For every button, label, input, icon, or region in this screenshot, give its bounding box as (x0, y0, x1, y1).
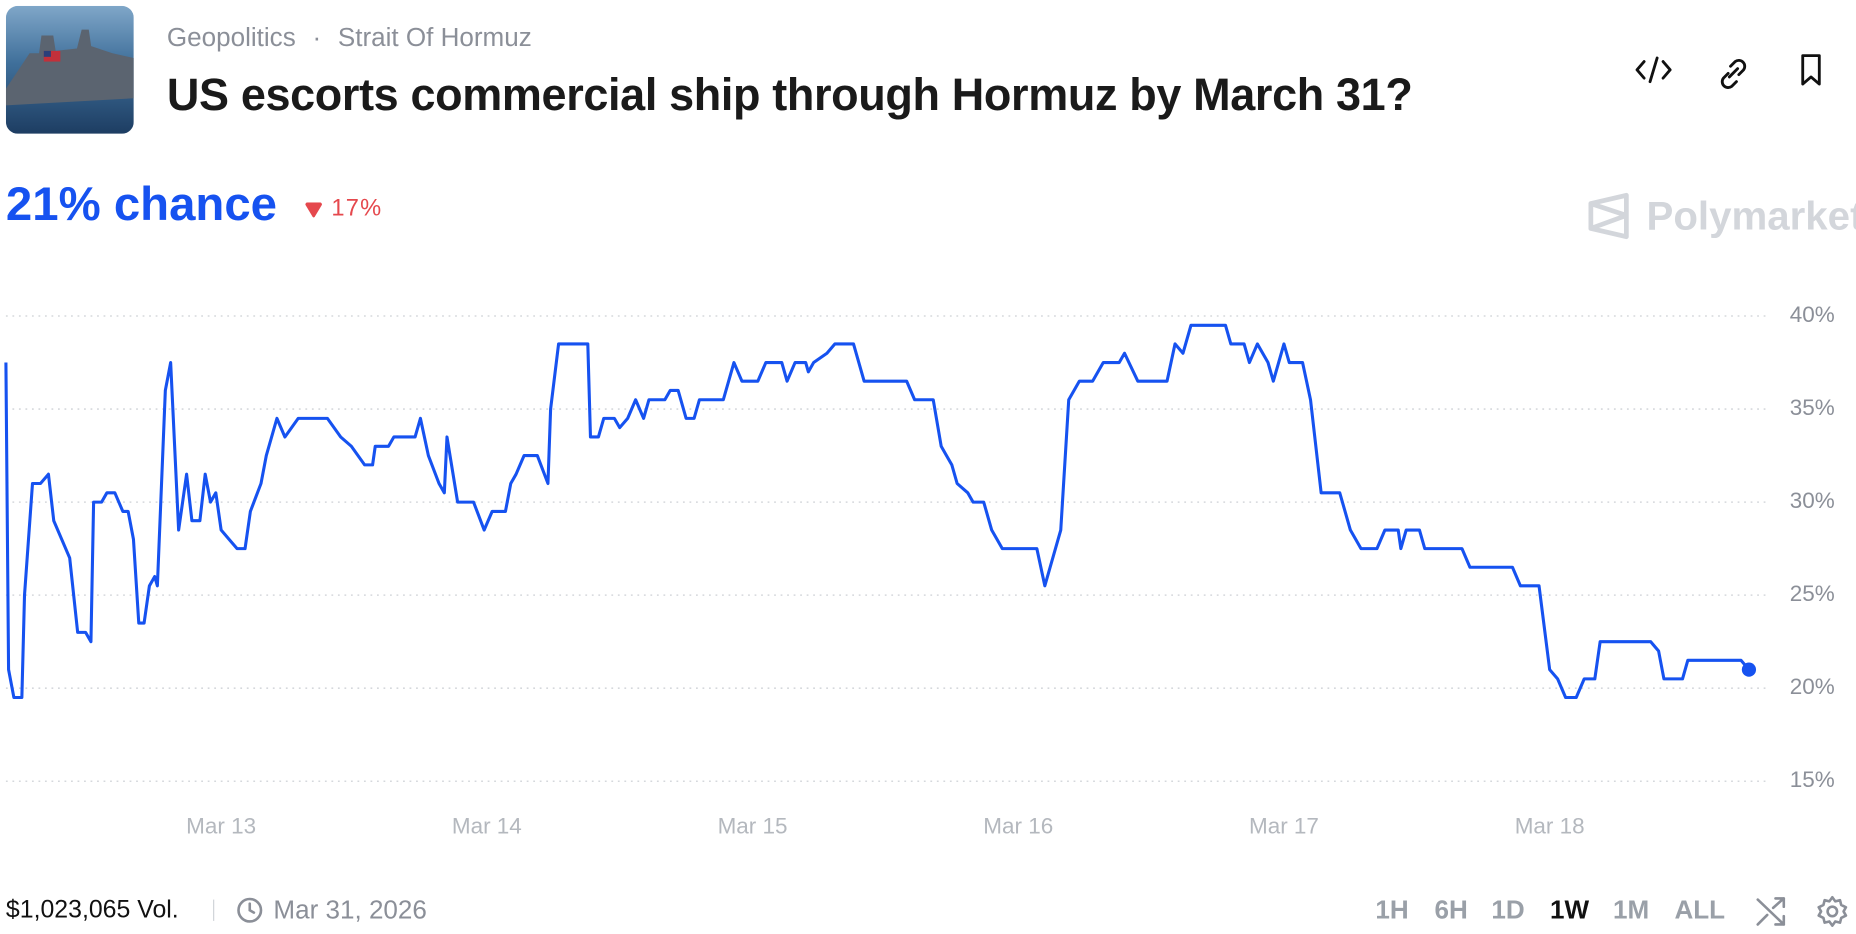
clock-icon (237, 897, 263, 923)
breadcrumb: Geopolitics · Strait Of Hormuz (166, 22, 532, 53)
x-tick-label: Mar 18 (1515, 813, 1585, 838)
x-tick-label: Mar 17 (1249, 813, 1319, 838)
y-tick-label: 15% (1790, 767, 1835, 792)
x-tick-label: Mar 13 (186, 813, 256, 838)
change-value: 17% (331, 195, 383, 222)
y-tick-label: 20% (1790, 674, 1835, 699)
x-tick-label: Mar 16 (983, 813, 1053, 838)
subcategory-link[interactable]: Strait Of Hormuz (337, 22, 532, 53)
price-line (4, 323, 1751, 700)
change-down-icon (305, 202, 322, 218)
range-button[interactable]: 6H (1434, 894, 1468, 925)
market-thumbnail (5, 5, 134, 134)
range-button[interactable]: ALL (1674, 894, 1726, 925)
footer-actions (1756, 895, 1848, 927)
separator (213, 899, 215, 921)
range-button[interactable]: 1W (1550, 894, 1590, 925)
current-point (1741, 662, 1757, 677)
current-chance: 21% chance (5, 178, 278, 231)
brand-logo-icon (1588, 192, 1629, 240)
y-tick-label: 25% (1790, 581, 1835, 606)
market-title: US escorts commercial ship through Hormu… (166, 71, 1413, 121)
x-tick-label: Mar 14 (452, 813, 522, 838)
category-link[interactable]: Geopolitics (166, 22, 296, 53)
y-tick-label: 30% (1790, 488, 1835, 513)
bookmark-button[interactable] (1801, 54, 1821, 86)
volume: $1,023,065 Vol. (5, 896, 179, 924)
brand-name: Polymarket (1646, 194, 1856, 240)
x-tick-label: Mar 15 (718, 813, 788, 838)
settings-button[interactable] (1817, 895, 1848, 927)
shuffle-button[interactable] (1756, 897, 1786, 926)
copy-link-button[interactable] (1720, 58, 1747, 89)
end-date: Mar 31, 2026 (273, 894, 427, 925)
y-tick-label: 35% (1790, 395, 1835, 420)
range-button[interactable]: 1H (1375, 894, 1409, 925)
y-tick-label: 40% (1790, 302, 1835, 327)
header-actions (1635, 54, 1821, 89)
range-button[interactable]: 1M (1613, 894, 1650, 925)
range-button[interactable]: 1D (1491, 894, 1525, 925)
embed-button[interactable] (1635, 56, 1672, 84)
